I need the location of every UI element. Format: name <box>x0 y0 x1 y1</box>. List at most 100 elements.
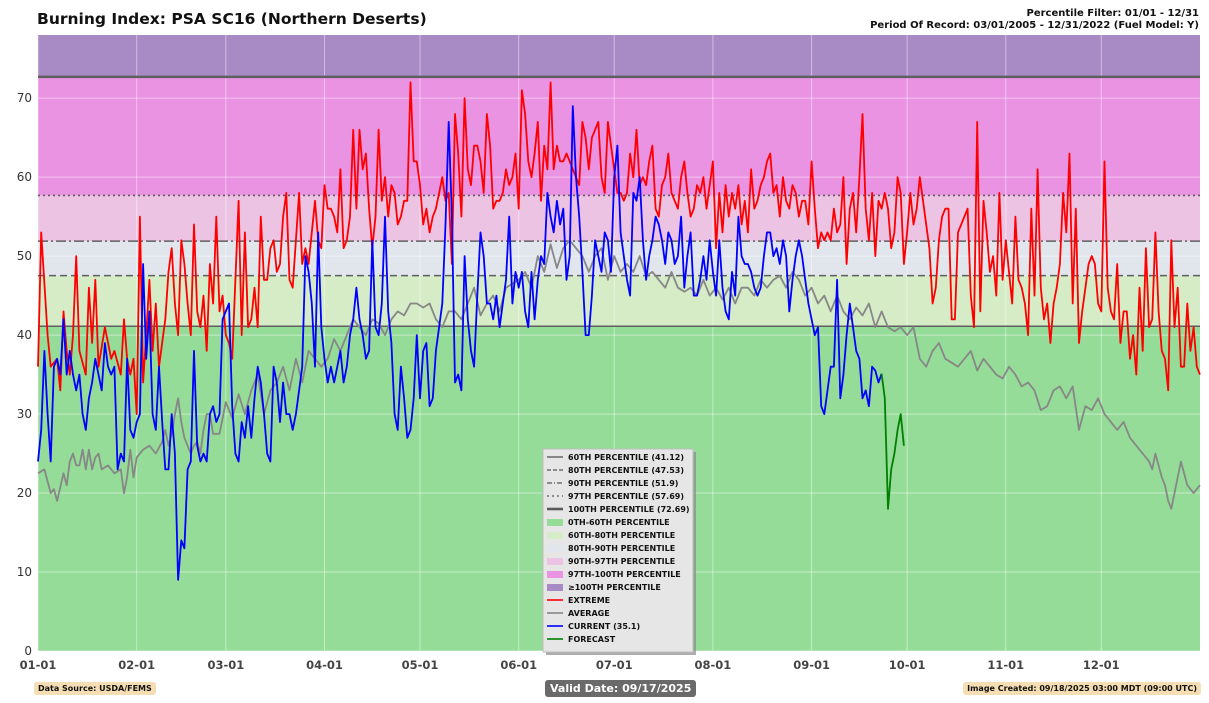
data-point <box>75 255 77 257</box>
data-point <box>1100 311 1102 313</box>
data-point <box>85 374 87 376</box>
data-point <box>531 176 533 178</box>
data-point <box>502 192 504 194</box>
data-point <box>632 192 634 194</box>
data-point <box>505 279 507 281</box>
data-point <box>715 247 717 249</box>
data-point <box>750 168 752 170</box>
data-point <box>992 255 994 257</box>
data-point <box>298 192 300 194</box>
data-point <box>652 145 654 147</box>
data-point <box>636 129 638 131</box>
data-point <box>403 200 405 202</box>
data-point <box>617 192 619 194</box>
series-line-average <box>37 239 1201 510</box>
data-point <box>441 176 443 178</box>
data-point <box>441 326 443 328</box>
data-point <box>480 161 482 163</box>
data-point <box>457 153 459 155</box>
data-point <box>664 287 666 289</box>
data-point <box>728 216 730 218</box>
data-point <box>983 358 985 360</box>
data-point <box>687 192 689 194</box>
data-point <box>63 318 65 320</box>
data-point <box>400 216 402 218</box>
series-line-forecast <box>880 373 905 510</box>
data-point <box>422 307 424 309</box>
data-point <box>817 326 819 328</box>
data-point <box>282 382 284 384</box>
data-point <box>320 247 322 249</box>
data-point <box>639 255 641 257</box>
data-point <box>1107 287 1109 289</box>
legend-swatch <box>547 532 563 539</box>
data-point <box>881 373 883 375</box>
data-point <box>534 318 536 320</box>
data-point <box>989 271 991 273</box>
data-point <box>492 295 494 297</box>
data-point <box>855 350 857 352</box>
data-point <box>1021 386 1023 388</box>
data-point <box>874 326 876 328</box>
data-point <box>359 318 361 320</box>
data-point <box>521 271 523 273</box>
data-point <box>330 366 332 368</box>
data-point <box>909 192 911 194</box>
data-point <box>699 279 701 281</box>
data-point <box>75 390 77 392</box>
data-point <box>585 137 587 139</box>
x-tick-label: 06-01 <box>500 658 537 672</box>
data-point <box>184 547 186 549</box>
data-point <box>518 287 520 289</box>
data-point <box>1018 279 1020 281</box>
data-point <box>139 413 141 415</box>
data-point <box>114 350 116 352</box>
data-point <box>894 232 896 234</box>
data-point <box>652 239 654 241</box>
data-point <box>110 374 112 376</box>
legend-label: 97TH-100TH PERCENTILE <box>568 570 681 579</box>
data-point <box>117 469 119 471</box>
data-point <box>693 295 695 297</box>
data-point <box>594 129 596 131</box>
data-point <box>301 366 303 368</box>
series-line-current <box>37 105 883 581</box>
data-point <box>308 271 310 273</box>
data-point <box>244 437 246 439</box>
data-point <box>823 239 825 241</box>
legend-label: EXTREME <box>568 596 610 605</box>
data-point <box>187 303 189 305</box>
data-point <box>1002 378 1004 380</box>
data-point <box>766 232 768 234</box>
data-point <box>1135 445 1137 447</box>
data-point <box>878 382 880 384</box>
data-point <box>722 232 724 234</box>
legend-label: 0TH-60TH PERCENTILE <box>568 518 670 527</box>
data-point <box>699 192 701 194</box>
data-point <box>989 366 991 368</box>
data-point <box>279 263 281 265</box>
data-point <box>515 153 517 155</box>
data-point <box>534 153 536 155</box>
data-point <box>753 208 755 210</box>
data-point <box>69 374 71 376</box>
data-point <box>295 358 297 360</box>
data-point <box>527 326 529 328</box>
data-point <box>1091 409 1093 411</box>
data-point <box>871 192 873 194</box>
data-point <box>512 176 514 178</box>
data-point <box>585 334 587 336</box>
data-point <box>448 192 450 194</box>
data-point <box>1059 386 1061 388</box>
data-point <box>836 279 838 281</box>
data-point <box>521 89 523 91</box>
data-point <box>629 295 631 297</box>
data-point <box>212 405 214 407</box>
data-point <box>114 472 116 474</box>
data-point <box>846 263 848 265</box>
data-point <box>384 176 386 178</box>
data-point <box>1155 232 1157 234</box>
data-point <box>120 453 122 455</box>
data-point <box>381 303 383 305</box>
data-point <box>636 200 638 202</box>
